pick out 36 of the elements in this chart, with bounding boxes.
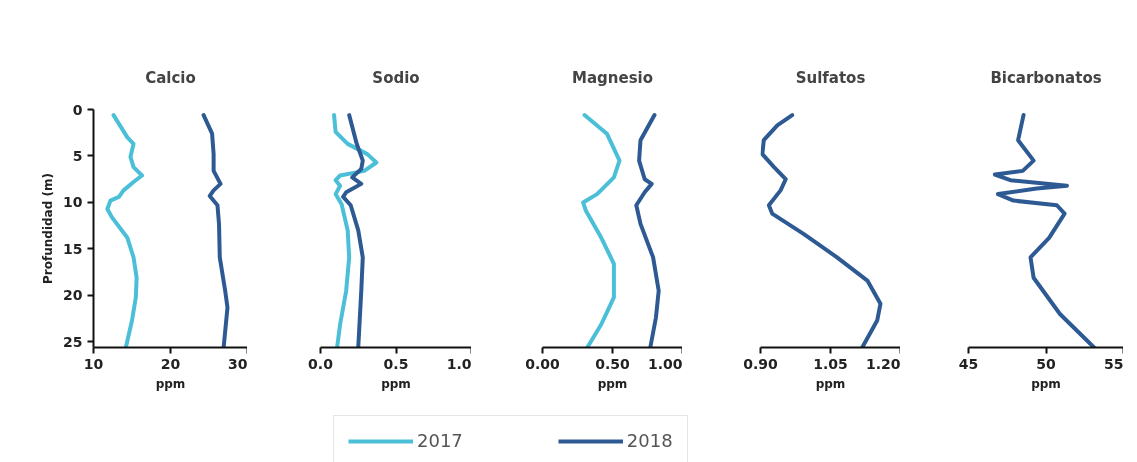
legend-label: 2018 [626,430,673,451]
x-tick-label: 0.90 [743,355,779,372]
chart-title: Magnesio [571,69,654,87]
x-tick-label: 0.0 [308,355,334,372]
x-tick-label: 20 [160,355,181,372]
x-tick-label: 10 [83,355,104,372]
x-axis-title: ppm [381,376,411,391]
y-tick-label: 20 [63,287,83,304]
x-tick-label: 1.00 [647,355,683,372]
chart-title: Sulfatos [795,69,866,87]
y-tick-label: 0 [72,101,83,118]
x-tick-label: 1.20 [865,355,901,372]
x-axis-title: ppm [155,376,186,391]
x-tick-label: 0.5 [383,355,409,372]
y-tick-label: 25 [63,333,83,350]
chart-title: Calcio [145,69,196,87]
x-tick-label: 30 [228,355,248,372]
x-tick-label: 1.0 [446,355,472,372]
x-axis-title: ppm [1031,376,1061,391]
x-tick-label: 0.00 [525,355,561,372]
x-tick-label: 1.05 [813,355,848,372]
x-tick-label: 45 [958,355,979,372]
x-tick-label: 55 [1104,355,1124,372]
line-series [105,113,145,348]
y-tick-label: 10 [63,194,83,211]
x-tick-label: 0.50 [595,355,631,372]
y-tick-label: 5 [72,147,83,164]
x-tick-label: 50 [1036,355,1056,372]
y-tick-label: 15 [63,240,83,257]
chart-title: Bicarbonatos [990,69,1102,87]
chart-title: Sodio [372,69,420,87]
x-axis-title: ppm [597,376,628,391]
x-axis-title: ppm [815,376,846,391]
line-series [201,113,230,348]
legend-label: 2017 [417,430,463,451]
y-axis-title: Profundidad (m) [41,173,56,284]
